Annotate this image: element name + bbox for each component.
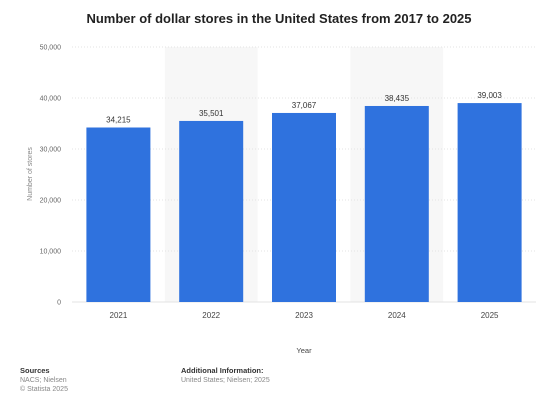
x-tick-label: 2024 — [388, 311, 406, 320]
x-tick-label: 2025 — [481, 311, 499, 320]
y-tick-label: 10,000 — [40, 249, 62, 256]
bar-2025 — [457, 103, 522, 302]
value-label: 37,067 — [292, 101, 317, 110]
y-tick-label: 0 — [57, 300, 61, 307]
y-axis-label: Number of stores — [27, 147, 34, 201]
y-tick-label: 40,000 — [40, 96, 62, 103]
x-tick-label: 2022 — [202, 311, 220, 320]
bar-2024 — [364, 105, 429, 302]
y-tick-label: 20,000 — [40, 198, 62, 205]
value-label: 34,215 — [106, 116, 131, 125]
x-axis-label: Year — [296, 346, 312, 355]
additional-info-label: Additional Information: — [181, 366, 264, 375]
bar-2022 — [179, 120, 244, 302]
x-tick-label: 2021 — [110, 311, 128, 320]
value-label: 38,435 — [385, 94, 410, 103]
bar-chart: 0 10,000 20,000 30,000 40,000 50,000 34,215 35… — [27, 45, 536, 355]
chart-title: Number of dollar stores in the United St… — [86, 11, 472, 26]
y-tick-label: 50,000 — [40, 45, 62, 52]
y-tick-label: 30,000 — [40, 147, 62, 154]
sources-label: Sources — [20, 366, 50, 375]
value-label: 35,501 — [199, 109, 224, 118]
additional-info-text: United States; Nielsen; 2025 — [181, 377, 270, 384]
value-label: 39,003 — [477, 91, 502, 100]
x-tick-label: 2023 — [295, 311, 313, 320]
sources-line-2: © Statista 2025 — [20, 386, 68, 393]
sources-line-1: NACS; Nielsen — [20, 377, 67, 384]
bar-2021 — [86, 127, 151, 302]
bar-2023 — [272, 112, 336, 302]
